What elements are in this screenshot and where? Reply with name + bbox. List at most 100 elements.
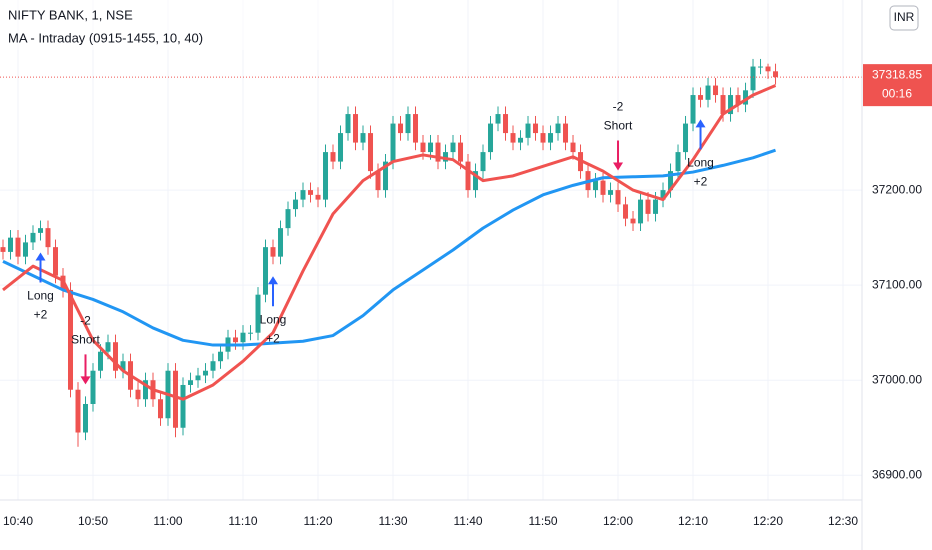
candle-body: [195, 375, 201, 381]
candle-body: [120, 361, 126, 371]
candle-body: [608, 190, 614, 195]
candle-body: [203, 370, 209, 376]
x-tick-label: 11:50: [528, 514, 557, 528]
candle-body: [720, 95, 726, 115]
indicator-title: MA - Intraday (0915-1455, 10, 40): [8, 30, 203, 45]
candle-body: [450, 142, 456, 153]
candle-body: [368, 133, 374, 172]
candle-body: [383, 161, 389, 191]
candle-body: [630, 218, 636, 224]
currency-label[interactable]: INR: [894, 10, 915, 24]
candle-body: [180, 384, 186, 428]
signal-qty: +2: [266, 331, 280, 345]
candle-body: [30, 232, 36, 243]
candle-body: [668, 171, 674, 191]
candle-body: [315, 194, 321, 200]
candle-body: [533, 123, 539, 134]
candle-body: [278, 228, 284, 257]
x-tick-label: 11:10: [228, 514, 257, 528]
candle-body: [398, 123, 404, 134]
candle-body: [285, 209, 291, 229]
candle-body: [690, 95, 696, 124]
candle-body: [750, 66, 756, 91]
candle-body: [90, 370, 96, 404]
candle-body: [525, 123, 531, 138]
candle-body: [713, 85, 719, 96]
candle-body: [428, 142, 434, 153]
candle-body: [623, 204, 629, 219]
candle-body: [555, 123, 561, 134]
candle-body: [443, 152, 449, 162]
candle-body: [660, 190, 666, 200]
candle-body: [135, 389, 141, 400]
candle-body: [255, 294, 261, 333]
signal-label: Long: [260, 312, 287, 326]
candle-body: [435, 142, 441, 162]
candle-body: [593, 180, 599, 191]
candle-body: [375, 171, 381, 191]
candle-body: [308, 190, 314, 195]
candle-body: [773, 71, 779, 78]
signal-arrowhead: [613, 162, 624, 171]
candle-body: [105, 342, 111, 352]
candle-body: [323, 152, 329, 200]
signal-arrowhead: [35, 252, 46, 261]
candle-body: [98, 351, 104, 371]
candle-body: [240, 332, 246, 343]
candle-body: [173, 370, 179, 428]
candle-body: [413, 114, 419, 143]
x-tick-label: 10:40: [3, 514, 33, 528]
candle-body: [83, 403, 89, 433]
candle-body: [675, 152, 681, 172]
candle-body: [540, 133, 546, 143]
candle-body: [143, 380, 149, 400]
candle-body: [270, 247, 276, 257]
signal-label: Long: [687, 156, 714, 170]
signal-qty: +2: [694, 175, 708, 189]
signal-label: Long: [27, 289, 54, 303]
candle-body: [15, 237, 21, 257]
candle-body: [330, 152, 336, 162]
candle-body: [638, 199, 644, 224]
candle-body: [263, 247, 269, 295]
candle-body: [510, 133, 516, 143]
grid: [0, 0, 862, 500]
x-tick-label: 12:30: [828, 514, 858, 528]
candle-body: [743, 90, 749, 105]
candle-body: [615, 190, 621, 205]
signal-arrowhead: [695, 119, 706, 128]
plot-area: Long +2 Short -2 Long +2 Short -2 Long +2: [0, 58, 862, 447]
last-price-box: [863, 64, 932, 107]
x-tick-label: 12:20: [753, 514, 783, 528]
candle-body: [563, 123, 569, 143]
candle-body: [420, 142, 426, 153]
signal-qty: -2: [613, 100, 624, 114]
candle-body: [0, 247, 6, 252]
candle-body: [405, 114, 411, 134]
countdown-label: 00:16: [882, 86, 912, 100]
candle-body: [300, 190, 306, 200]
candle-body: [390, 123, 396, 162]
moving-average-line: [2, 148, 777, 347]
candle-body: [293, 199, 299, 210]
candle-body: [158, 399, 164, 419]
moving-average-line: [2, 84, 777, 401]
candle-body: [548, 133, 554, 143]
candle-body: [75, 389, 81, 433]
candle-body: [68, 289, 74, 390]
x-tick-label: 11:40: [453, 514, 482, 528]
currency-button[interactable]: [889, 5, 919, 31]
candle-body: [705, 85, 711, 100]
candle-body: [458, 142, 464, 162]
candle-body: [188, 380, 194, 385]
signal-qty: -2: [80, 314, 91, 328]
candle-body: [53, 247, 59, 276]
x-tick-label: 11:20: [303, 514, 332, 528]
candle-body: [735, 95, 741, 105]
candle-body: [570, 142, 576, 153]
candle-body: [38, 228, 44, 233]
y-tick-label: 37100.00: [872, 277, 922, 291]
candle-body: [218, 351, 224, 362]
candle-body: [488, 123, 494, 153]
